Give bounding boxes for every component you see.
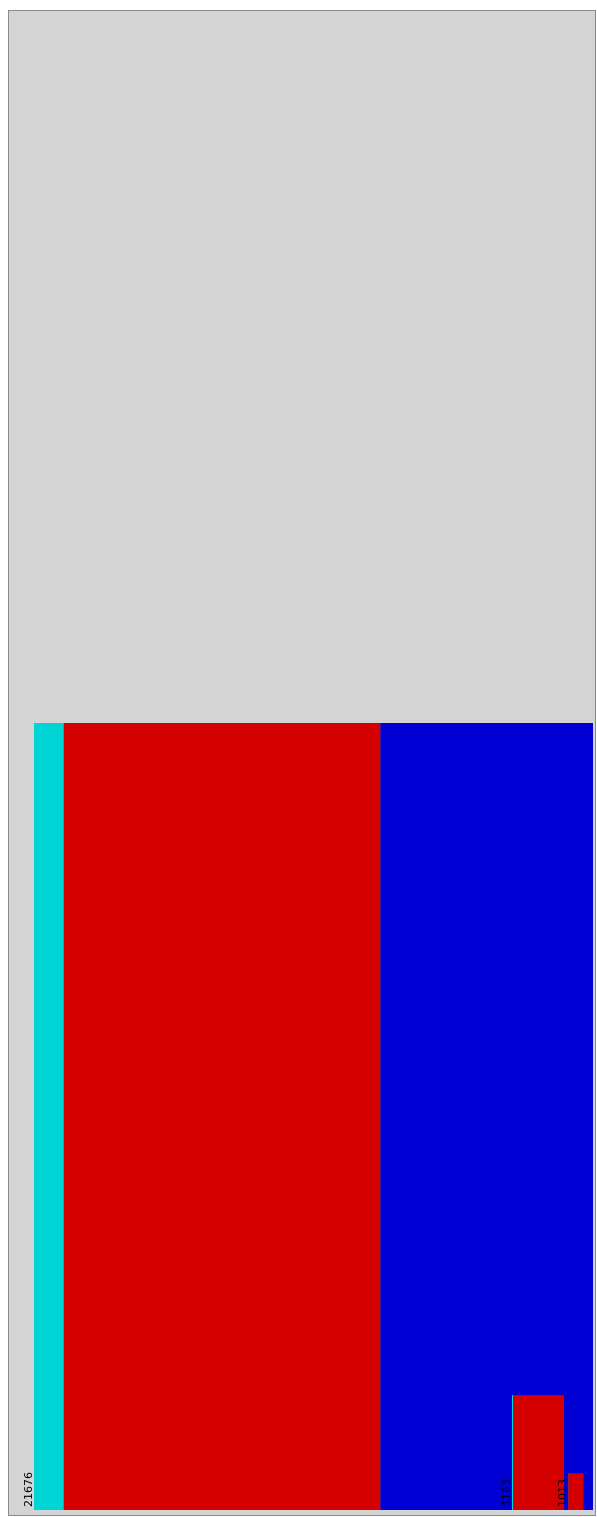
bar-1-segment-3 [380,723,593,1510]
bar-3-segment-3 [583,1473,593,1510]
bar-1-segment-2 [63,723,381,1510]
labels-layer: 21676 3163 1013 [22,1472,569,1507]
plot-frame [8,10,596,1516]
bar-1-segment-1 [34,723,64,1510]
bars-layer [34,723,593,1510]
bar-2-total-label: 3163 [500,1479,513,1507]
bar-2-segment-2 [513,1395,564,1510]
bar-2-segment-1 [512,1395,514,1510]
bar-3-total-label: 1013 [556,1479,569,1507]
bar-1-total-label: 21676 [22,1472,35,1507]
bar-3-segment-2 [568,1473,584,1510]
